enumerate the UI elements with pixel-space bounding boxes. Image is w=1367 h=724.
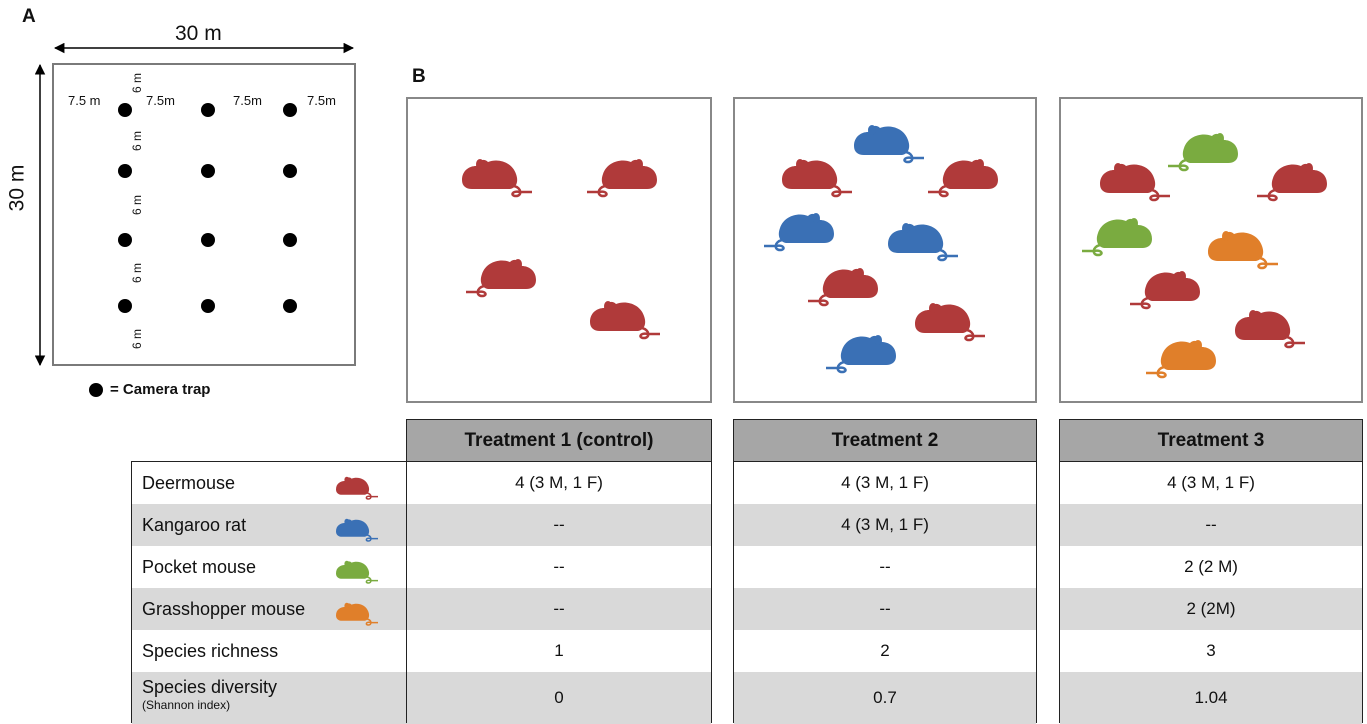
row-label-pocket-mouse: Pocket mouse (142, 556, 257, 577)
camera-trap-dot (201, 164, 215, 178)
header-treatment-3: Treatment 3 (1059, 419, 1363, 462)
kangaroo-rat-icon (826, 335, 896, 374)
camera-trap-dot (118, 164, 132, 178)
camera-trap-dot (201, 233, 215, 247)
h-spacing-label-2: 7.5m (146, 93, 175, 108)
panel-b-label: B (412, 66, 426, 87)
deermouse-icon (1235, 310, 1305, 349)
kangaroo-rat-icon (336, 518, 379, 542)
panel-a-label: A (22, 6, 36, 27)
deermouse-icon (782, 159, 852, 198)
cell-deermouse-t1: 4 (3 M, 1 F) (515, 473, 603, 492)
kangaroo-rat-icon (854, 125, 924, 164)
camera-trap-dot (283, 164, 297, 178)
cell-kangaroo-rat-t1: -- (407, 504, 711, 546)
cell-pocket-mouse-t3: 2 (2 M) (1184, 557, 1238, 576)
deermouse-icon (928, 159, 998, 198)
h-spacing-label-1: 7.5 m (68, 93, 101, 108)
cell-diversity-t2: 0.7 (734, 672, 1036, 724)
cell-richness-t3: 3 (1206, 641, 1216, 660)
camera-trap-dot (118, 103, 132, 117)
deermouse-icon (1130, 271, 1200, 310)
column-treatment-1: 4 (3 M, 1 F) -- -- -- 1 0 (406, 461, 712, 724)
cell-diversity-t1: 0 (407, 672, 711, 724)
cell-grasshopper-mouse-t2: -- (734, 588, 1036, 630)
column-treatment-3: 4 (3 M, 1 F) -- 2 (2 M) 2 (2M) 3 1.04 (1059, 461, 1363, 724)
cell-grasshopper-mouse-t1: -- (407, 588, 711, 630)
column-treatment-2: 4 (3 M, 1 F) 4 (3 M, 1 F) -- -- 2 0.7 (733, 461, 1037, 724)
camera-trap-dot (283, 103, 297, 117)
species-icons (336, 476, 379, 626)
camera-trap-dot (201, 299, 215, 313)
cell-pocket-mouse-t1: -- (553, 557, 565, 576)
cell-kangaroo-rat-t3: -- (1060, 504, 1362, 546)
kangaroo-rat-icon (888, 223, 958, 262)
cell-deermouse-t3: 4 (3 M, 1 F) (1167, 473, 1255, 492)
camera-trap-dot (118, 233, 132, 247)
deermouse-icon (1257, 163, 1327, 202)
h-spacing-label-4: 7.5m (307, 93, 336, 108)
pocket-mouse-icon (1168, 133, 1238, 172)
camera-trap-dot (283, 233, 297, 247)
deermouse-icon (466, 259, 536, 298)
deermouse-icon (1100, 163, 1170, 202)
cell-richness-t2: 2 (880, 641, 890, 660)
plot-width-label: 30 m (175, 22, 222, 45)
cell-deermouse-t2: 4 (3 M, 1 F) (841, 473, 929, 492)
header-treatment-1: Treatment 1 (control) (406, 419, 712, 462)
grasshopper-mouse-icon (1208, 231, 1278, 270)
camera-trap-dot (118, 299, 132, 313)
camera-trap-dot (283, 299, 297, 313)
cell-pocket-mouse-t2: -- (879, 557, 891, 576)
deermouse-icon (462, 159, 532, 198)
legend-camera-trap-label: = Camera trap (110, 381, 211, 398)
deermouse-icon (336, 476, 379, 500)
cell-kangaroo-rat-t2: 4 (3 M, 1 F) (734, 504, 1036, 546)
shannon-index-sublabel: (Shannon index) (142, 698, 231, 712)
enclosure-treatment-1 (406, 97, 712, 403)
species-diversity-label: Species diversity (142, 677, 278, 697)
row-label-species-diversity: Species diversity (Shannon index) (132, 672, 407, 724)
row-label-species-richness: Species richness (142, 640, 279, 661)
grasshopper-mouse-icon (336, 602, 379, 626)
h-spacing-label-3: 7.5m (233, 93, 262, 108)
header-treatment-2: Treatment 2 (733, 419, 1037, 462)
deermouse-icon (590, 301, 660, 340)
camera-trap-dot (201, 103, 215, 117)
row-label-deermouse: Deermouse (142, 472, 236, 493)
legend-camera-trap-dot (89, 383, 103, 397)
deermouse-icon (808, 268, 878, 307)
deermouse-icon (915, 303, 985, 342)
cell-richness-t1: 1 (554, 641, 564, 660)
deermouse-icon (587, 159, 657, 198)
pocket-mouse-icon (1082, 218, 1152, 257)
pocket-mouse-icon (336, 560, 379, 584)
cell-grasshopper-mouse-t3: 2 (2M) (1060, 588, 1362, 630)
cell-diversity-t3: 1.04 (1060, 672, 1362, 724)
kangaroo-rat-icon (764, 213, 834, 252)
grasshopper-mouse-icon (1146, 340, 1216, 379)
